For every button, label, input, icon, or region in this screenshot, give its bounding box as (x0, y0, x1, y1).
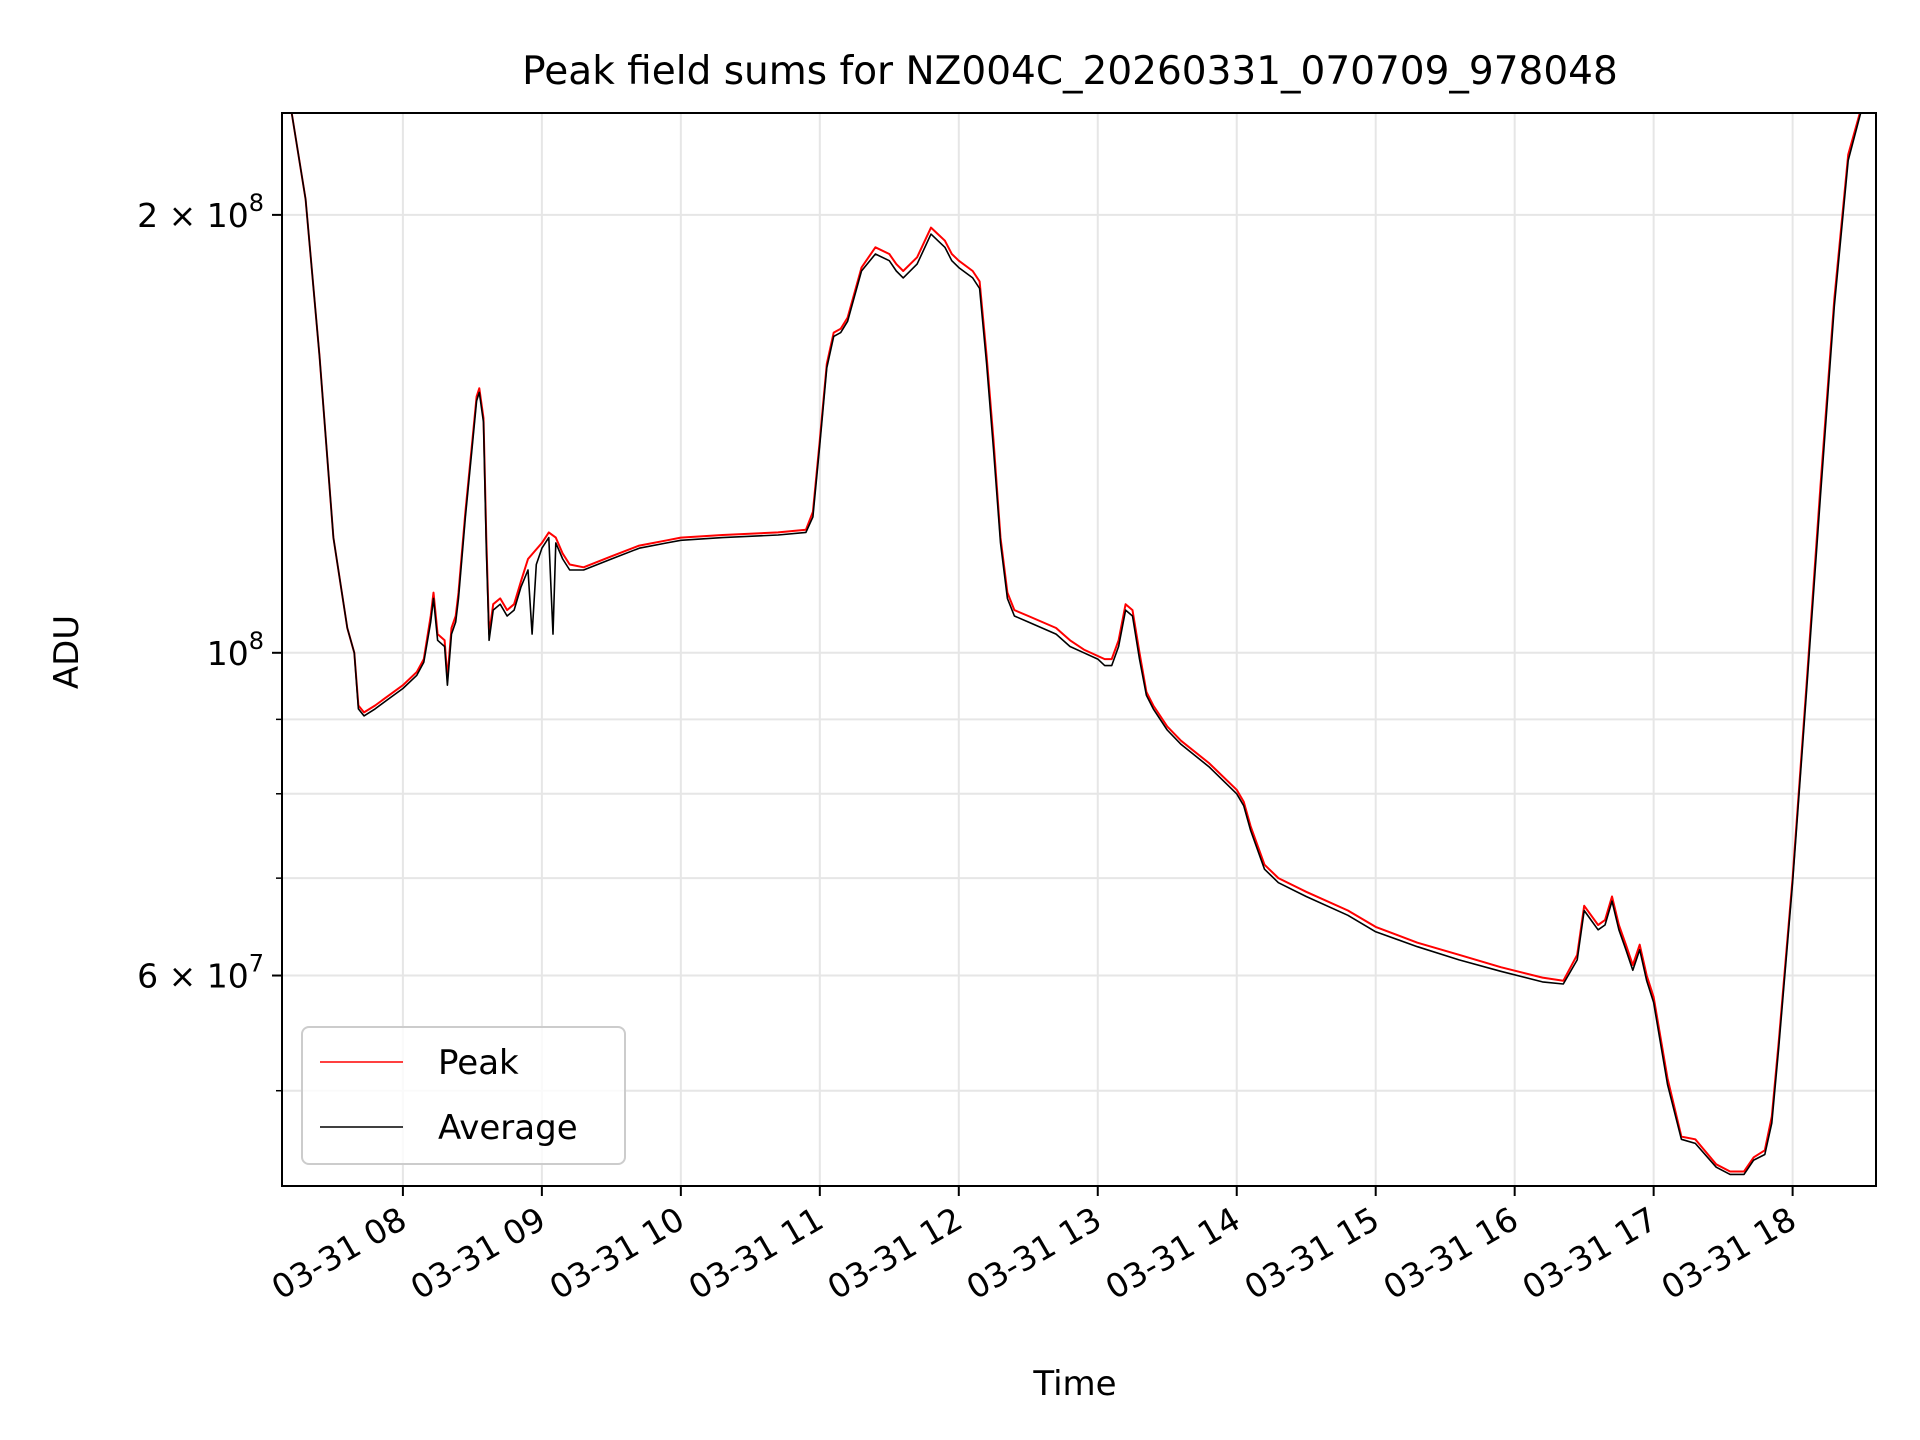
y-tick-label: 6 × 107 (137, 950, 264, 996)
y-tick-label: 108 (207, 627, 264, 673)
plot-frame (281, 112, 1877, 1187)
y-axis-label: ADU (47, 615, 87, 689)
series-line-average (290, 113, 1862, 1176)
series-layer (290, 113, 1862, 1176)
legend-label-peak: Peak (438, 1043, 519, 1083)
x-axis-label: Time (1032, 1364, 1116, 1404)
chart-title: Peak field sums for NZ004C_20260331_0707… (522, 49, 1618, 94)
y-tick-label: 2 × 108 (137, 189, 264, 235)
legend-label-average: Average (438, 1108, 578, 1148)
grid (282, 113, 1876, 1186)
y-axis: 2 × 108 108 6 × 107 (137, 189, 282, 1092)
legend: Peak Average (301, 1026, 626, 1165)
